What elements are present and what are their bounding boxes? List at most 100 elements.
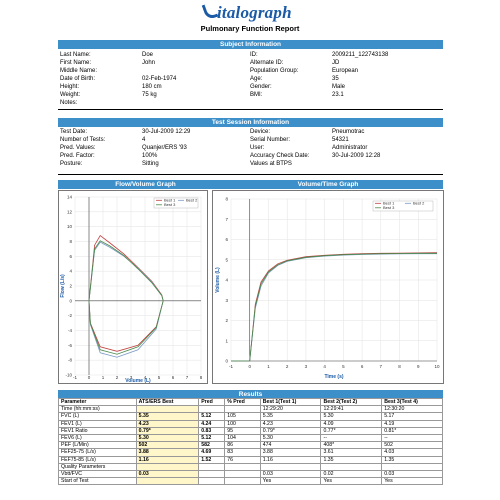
table-cell: 4.24 xyxy=(198,419,226,428)
y-tick-label: 6 xyxy=(225,237,228,242)
table-cell: 105 xyxy=(224,412,261,421)
field-label: Device: xyxy=(250,129,271,135)
table-cell: Vbtt/FVC xyxy=(58,470,137,479)
table-cell: 4.03 xyxy=(381,448,443,457)
table-cell xyxy=(198,405,226,414)
y-tick-label: -8 xyxy=(68,358,72,363)
table-cell: 4.23 xyxy=(259,419,322,428)
table-cell: 3.61 xyxy=(320,448,383,457)
report-title: Pulmonary Function Report xyxy=(200,24,300,33)
table-cell: 582 xyxy=(198,441,226,450)
table-row: Time (hh:mm:ss) 12:29:20 12:29:41 12:30:20 xyxy=(58,405,443,414)
series-line xyxy=(231,252,438,362)
table-cell: Start of Test xyxy=(58,477,137,486)
table-cell xyxy=(135,477,200,486)
series-line xyxy=(88,235,164,352)
field-label: User: xyxy=(250,145,265,151)
table-cell xyxy=(259,462,322,472)
table-cell: 1.16 xyxy=(259,455,322,464)
x-tick-label: -1 xyxy=(229,364,233,369)
field-value: 75 kg xyxy=(142,92,157,98)
field-value: Quanjer/ERS '93 xyxy=(142,145,187,151)
x-tick-label: 3 xyxy=(305,364,308,369)
field-label: Date of Birth: xyxy=(60,76,96,82)
x-tick-label: 7 xyxy=(380,364,383,369)
x-tick-label: 0 xyxy=(248,364,251,369)
legend-box xyxy=(153,197,199,209)
table-cell: -- xyxy=(320,434,383,443)
legend-box xyxy=(372,200,434,212)
column-header: Parameter xyxy=(58,397,137,407)
field-label: Middle Name: xyxy=(60,68,98,74)
table-cell: 1.35 xyxy=(320,455,383,464)
x-tick-label: 2 xyxy=(116,375,119,380)
table-cell: 1.16 xyxy=(135,455,200,464)
table-cell: FEV6 (L) xyxy=(58,434,137,443)
table-cell: FEV1 Ratio xyxy=(58,426,137,436)
y-tick-label: 14 xyxy=(67,195,73,200)
y-tick-label: 3 xyxy=(225,298,228,303)
series-line xyxy=(231,253,437,362)
table-cell: 4.69 xyxy=(198,448,226,457)
y-tick-label: 1 xyxy=(225,338,228,343)
field-label: Population Group: xyxy=(250,68,299,74)
x-tick-label: 5 xyxy=(342,364,345,369)
field-value: Administrator xyxy=(332,145,368,151)
field-value: 23.1 xyxy=(332,92,344,98)
y-tick-label: 8 xyxy=(69,239,72,244)
field-label: Test Date: xyxy=(60,129,88,135)
legend-label: Best 3 xyxy=(164,202,176,207)
table-cell xyxy=(224,477,261,486)
table-cell: 104 xyxy=(224,434,261,443)
table-cell: 1.52 xyxy=(198,455,226,464)
series-line xyxy=(88,240,164,355)
table-cell: 12:29:20 xyxy=(259,405,322,414)
table-cell: 3.88 xyxy=(259,448,322,457)
table-cell xyxy=(198,462,226,472)
table-row: FEV6 (L) 5.30 5.12 104 5.30 -- -- xyxy=(58,434,443,443)
table-cell: Yes xyxy=(381,477,443,486)
y-axis-label: Flow (L/s) xyxy=(60,274,66,298)
column-header: ATS/ERS Best xyxy=(135,397,200,407)
table-cell: 12:30:20 xyxy=(381,405,443,414)
legend-label: Best 2 xyxy=(413,201,425,206)
x-axis-label: Volume (L) xyxy=(125,378,151,383)
field-label: Last Name: xyxy=(60,52,91,58)
table-cell: 474 xyxy=(259,441,322,450)
table-cell: 408* xyxy=(320,441,383,450)
table-row: FEF75-85 (L/s) 1.16 1.52 76 1.16 1.35 1.35 xyxy=(58,455,443,464)
table-cell: 83 xyxy=(224,448,261,457)
table-cell: 0.03 xyxy=(135,470,200,479)
table-cell xyxy=(224,462,261,472)
table-cell xyxy=(381,462,443,472)
column-header: Best 1(Test 1) xyxy=(259,397,322,407)
table-cell: 86 xyxy=(224,441,261,450)
column-header: Pred xyxy=(198,397,226,407)
y-tick-label: 7 xyxy=(225,217,228,222)
field-value: 30-Jul-2009 12:29 xyxy=(142,129,191,135)
field-label: Gender: xyxy=(250,84,272,90)
table-cell: 0.79* xyxy=(135,426,200,436)
table-cell xyxy=(198,477,226,486)
x-axis-label: Time (s) xyxy=(324,374,343,380)
table-cell xyxy=(135,462,200,472)
x-tick-label: 8 xyxy=(398,364,401,369)
subject-section-title: Subject Information xyxy=(58,40,443,49)
field-value: Doe xyxy=(142,52,154,58)
table-cell: 3.88 xyxy=(135,448,200,457)
y-tick-label: 5 xyxy=(225,257,228,262)
series-line xyxy=(231,252,437,362)
table-row: Quality Parameters xyxy=(58,462,443,472)
field-label: Values at BTPS xyxy=(250,161,292,167)
results-section-title: Results xyxy=(58,390,443,399)
field-value: 02-Feb-1974 xyxy=(142,76,177,82)
series-line xyxy=(88,241,164,358)
table-cell: Yes xyxy=(259,477,322,486)
y-tick-label: 10 xyxy=(67,224,73,229)
table-cell: 502 xyxy=(135,441,200,450)
field-label: Weight: xyxy=(60,92,81,98)
y-axis-label: Volume (L) xyxy=(215,267,221,293)
table-cell: Quality Parameters xyxy=(58,462,137,472)
